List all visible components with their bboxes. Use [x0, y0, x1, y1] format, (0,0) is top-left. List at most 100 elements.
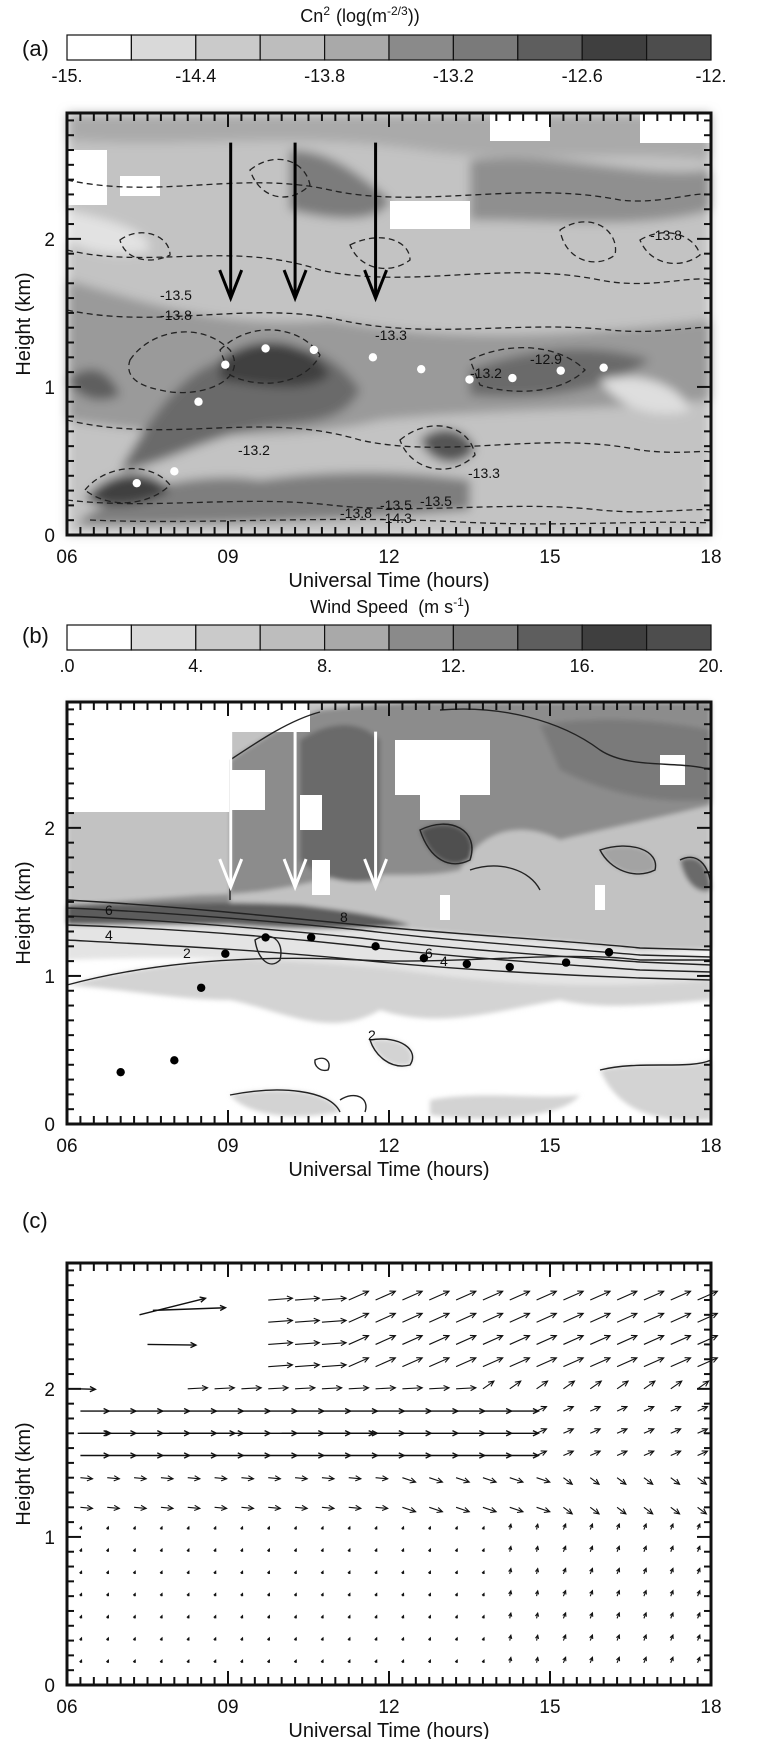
wind-vector — [562, 1522, 567, 1530]
wind-vector — [295, 1384, 317, 1392]
wind-vector — [159, 1592, 163, 1597]
wind-vector — [696, 1522, 701, 1530]
wind-vector — [670, 1334, 692, 1345]
wind-vector — [159, 1614, 163, 1619]
wind-vector — [186, 1658, 190, 1664]
wind-vector — [669, 1545, 674, 1552]
wind-vector — [536, 1334, 558, 1345]
wind-vector — [402, 1477, 417, 1484]
contour-label-a: -13.3 — [468, 465, 500, 481]
wind-vector — [374, 1525, 378, 1530]
wind-vector — [79, 1636, 83, 1641]
wind-vector — [509, 1312, 531, 1323]
wind-vector — [347, 1658, 351, 1664]
wind-vector — [697, 1357, 719, 1368]
x-tick-label: 06 — [56, 1697, 77, 1718]
wind-vector — [616, 1312, 639, 1323]
wind-vector — [562, 1567, 567, 1575]
wind-vector — [642, 1633, 647, 1641]
mixing-height-marker — [221, 360, 230, 369]
wind-vector — [293, 1570, 297, 1575]
wind-vector — [454, 1570, 458, 1575]
wind-vector — [481, 1525, 485, 1530]
wind-vector — [293, 1547, 297, 1552]
wind-vector — [374, 1636, 378, 1641]
wind-vector — [213, 1614, 217, 1619]
x-tick-label: 06 — [56, 547, 77, 568]
wind-vector — [293, 1525, 297, 1530]
wind-vector — [669, 1656, 674, 1663]
wind-vector — [589, 1522, 594, 1530]
wind-vector — [79, 1547, 83, 1552]
wind-vector — [616, 1522, 621, 1530]
contour-label-a: -13.2 — [470, 365, 502, 381]
mixing-height-marker — [371, 942, 380, 951]
colorbar-swatch — [259, 624, 326, 651]
wind-vector — [509, 1407, 540, 1415]
wind-vector — [669, 1589, 674, 1597]
wind-vector — [697, 1450, 709, 1456]
wind-vector — [616, 1477, 627, 1486]
wind-vector — [535, 1634, 540, 1641]
wind-vector — [348, 1504, 363, 1512]
wind-vector — [240, 1570, 244, 1575]
wind-vector — [281, 1430, 376, 1437]
wind-vector — [670, 1357, 692, 1368]
wind-vector — [669, 1633, 674, 1641]
wind-vector — [241, 1475, 255, 1482]
wind-vector — [187, 1475, 202, 1482]
colorbar-tick-label: -13.8 — [304, 66, 345, 86]
wind-vector — [159, 1570, 163, 1575]
wind-vector — [589, 1477, 601, 1486]
wind-vector — [402, 1312, 424, 1323]
wind-vector — [642, 1545, 647, 1552]
contour-label-a: -13.5 — [420, 493, 452, 509]
wind-vector — [482, 1312, 504, 1323]
wind-vector — [402, 1384, 424, 1392]
wind-vector — [159, 1636, 163, 1641]
wind-vector — [402, 1506, 417, 1514]
wind-vector — [213, 1636, 217, 1641]
colorbar-tick-label: 16. — [570, 656, 595, 676]
wind-vector — [401, 1570, 405, 1575]
wind-vector — [374, 1570, 378, 1575]
wind-vector — [697, 1477, 708, 1486]
time-arrow — [218, 142, 244, 303]
wind-vector — [508, 1545, 513, 1552]
markers-a — [132, 344, 608, 488]
wind-vector — [213, 1547, 217, 1552]
wind-vector — [481, 1592, 485, 1597]
wind-vector — [643, 1477, 654, 1486]
wind-vector — [643, 1428, 655, 1434]
colorbar-swatch — [130, 624, 197, 651]
wind-vector — [696, 1656, 701, 1663]
arrows-a — [218, 142, 388, 303]
mixing-height-marker — [170, 1056, 179, 1065]
wind-vector — [429, 1506, 444, 1514]
wind-vector — [535, 1611, 540, 1619]
wind-vector — [240, 1592, 244, 1597]
contour-label-b: 2 — [183, 945, 191, 961]
mixing-height-marker — [556, 366, 565, 375]
contour-label-b: 4 — [105, 927, 113, 943]
contour-label-b: 6 — [425, 945, 433, 961]
colorbar-tick-label: 8. — [317, 656, 332, 676]
wind-vector — [187, 1504, 202, 1512]
wind-vector — [454, 1658, 458, 1664]
wind-vector — [590, 1428, 602, 1434]
wind-vector — [536, 1506, 551, 1514]
wind-vector — [670, 1477, 681, 1486]
wind-vector — [454, 1547, 458, 1552]
wind-vector — [106, 1636, 110, 1641]
wind-vector — [348, 1290, 370, 1301]
wind-vector — [321, 1317, 348, 1324]
wind-vector — [616, 1428, 629, 1434]
mixing-height-marker — [116, 1067, 125, 1077]
wind-vector — [375, 1384, 397, 1392]
wind-vector — [642, 1656, 647, 1663]
colorbar-tick-label: 4. — [188, 656, 203, 676]
mixing-height-marker — [261, 344, 270, 353]
wind-vector — [213, 1592, 217, 1597]
wind-vector — [401, 1525, 405, 1530]
wind-vector — [321, 1295, 348, 1302]
